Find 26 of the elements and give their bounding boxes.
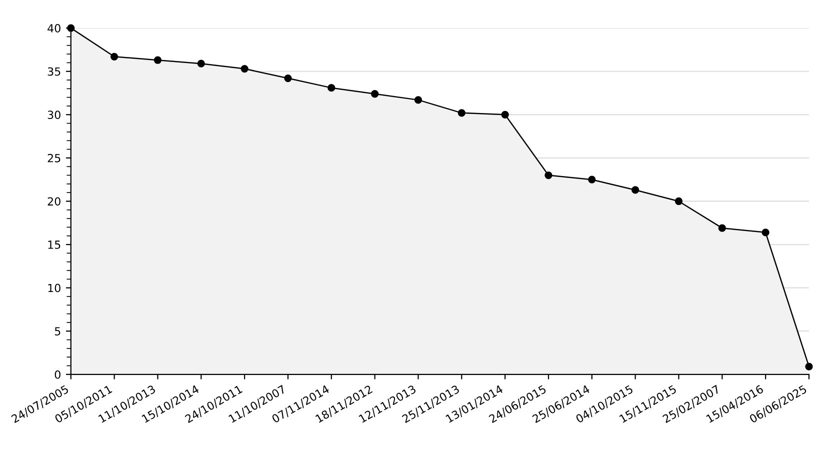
point [588,176,596,184]
point [197,60,205,68]
point [328,84,336,92]
y-tick-label: 40 [48,24,60,32]
point [110,52,118,60]
y-tick-label: 25 [48,154,60,162]
point [805,362,813,370]
point [501,110,509,118]
y-tick-label: 20 [48,197,60,206]
y-tick-label: 15 [48,240,60,249]
point [240,64,248,73]
y-tick-label: 5 [54,327,60,336]
point [674,197,683,206]
y-tick-label: 30 [48,110,60,120]
y-tick-label: 35 [48,67,60,76]
point [762,228,770,236]
point [631,186,640,194]
point [284,74,292,82]
point [544,171,552,180]
point [154,56,162,64]
point [458,109,466,117]
point [414,96,422,104]
point [370,90,379,98]
y-tick-label: 10 [48,284,60,292]
point [718,224,726,232]
y-tick-label: 0 [54,370,60,379]
